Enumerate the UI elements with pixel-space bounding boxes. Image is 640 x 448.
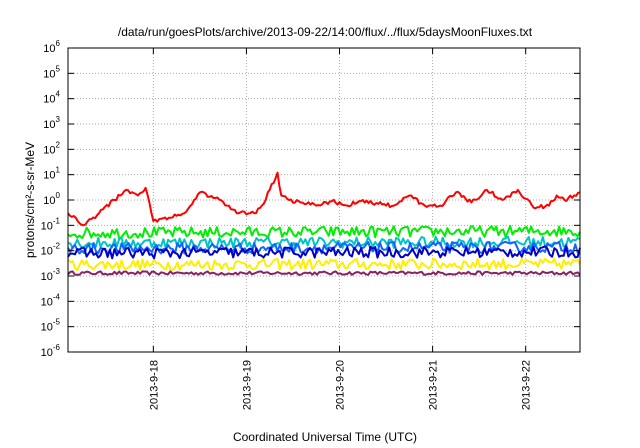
y-tick-label: 103: [43, 115, 60, 131]
y-tick-label: 10-2: [41, 242, 61, 258]
y-tick-label: 102: [43, 140, 60, 156]
x-tick-label: 2013-9-21: [428, 360, 440, 410]
y-tick-label: 10-3: [41, 267, 61, 283]
series-line-2: [67, 235, 581, 250]
y-tick-label: 10-5: [41, 318, 61, 334]
y-tick-label: 105: [43, 64, 60, 80]
series-line-6: [67, 270, 581, 276]
x-axis-label: Coordinated Universal Time (UTC): [233, 430, 417, 444]
chart-title: /data/run/goesPlots/archive/2013-09-22/1…: [118, 25, 533, 39]
grid: [68, 48, 580, 352]
y-tick-label: 10-1: [41, 216, 61, 232]
y-tick-label: 101: [43, 166, 60, 182]
series-line-0: [67, 171, 581, 227]
series-line-3: [67, 240, 581, 255]
y-tick-label: 100: [43, 191, 60, 207]
series-line-1: [67, 224, 581, 240]
series-line-5: [67, 257, 581, 272]
x-tick-label: 2013-9-18: [148, 360, 160, 410]
y-tick-label: 106: [43, 39, 60, 55]
x-tick-label: 2013-9-20: [335, 360, 347, 410]
ticks: [68, 47, 580, 353]
y-tick-label: 10-4: [41, 292, 61, 308]
y-tick-labels: 10-6 10-5 10-4 10-3 10-2 10-1 100 101 102 103 104 1…: [41, 39, 61, 359]
y-axis-label: protons/cm²-s-sr-MeV: [23, 142, 37, 258]
series-group: [67, 171, 581, 276]
x-tick-labels: 2013-9-18 2013-9-19 2013-9-20 2013-9-21 2013…: [148, 360, 532, 410]
x-tick-label: 2013-9-22: [521, 360, 533, 410]
y-tick-label: 104: [43, 90, 60, 106]
series-line-4: [67, 245, 581, 260]
x-tick-label: 2013-9-19: [241, 360, 253, 410]
y-tick-label: 10-6: [41, 343, 61, 359]
